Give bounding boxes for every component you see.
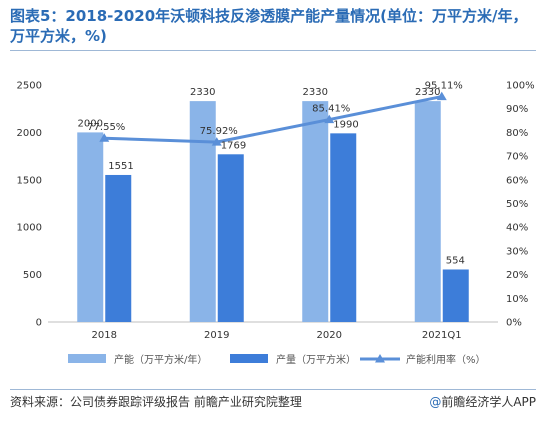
y-right-tick-label: 50%: [506, 199, 528, 210]
x-tick-label: 2018: [92, 330, 117, 341]
y-right-tick-label: 90%: [506, 104, 528, 115]
footer-divider: [10, 389, 536, 390]
y-left-tick-label: 2500: [17, 81, 42, 92]
y-right-tick-label: 80%: [506, 128, 528, 139]
legend-output-label: 产量（万平方米）: [276, 353, 356, 366]
capacity-bar: [414, 101, 441, 322]
output-value-label: 1990: [333, 119, 358, 130]
chart-title: 图表5：2018-2020年沃顿科技反渗透膜产能产量情况(单位：万平方米/年，万…: [10, 7, 528, 45]
capacity-value-label: 2000: [78, 118, 103, 129]
output-bar: [105, 174, 132, 322]
capacity-value-label: 2330: [303, 87, 328, 98]
capacity-value-label: 2330: [415, 87, 440, 98]
rate-line: [104, 95, 443, 144]
output-value-label: 1769: [221, 140, 246, 151]
x-tick-label: 2021Q1: [422, 330, 462, 341]
y-right-tick-label: 30%: [506, 246, 528, 257]
rate-point: [436, 91, 447, 101]
y-right-tick-label: 100%: [506, 81, 535, 92]
y-right-tick-label: 0%: [506, 318, 522, 329]
brand-name: 前瞻经济学人APP: [441, 395, 536, 409]
y-right-tick-label: 10%: [506, 294, 528, 305]
legend: 产能（万平方米/年） 产量（万平方米） 产能利用率（%）: [68, 353, 486, 366]
rate-point: [324, 114, 335, 124]
y-right-tick-label: 70%: [506, 152, 528, 163]
legend-rate-marker: [375, 354, 385, 363]
y-left-tick-label: 0: [36, 318, 42, 329]
rate-value-label: 85.41%: [312, 104, 350, 115]
brand-logo-icon: @: [429, 395, 442, 409]
y-left-tick-label: 500: [23, 270, 42, 281]
output-value-label: 554: [446, 255, 465, 266]
title-divider: [10, 50, 536, 51]
output-bar: [217, 154, 244, 322]
y-right-tick-label: 40%: [506, 223, 528, 234]
chart-canvas: 0 500 1000 1500 2000 2500 0% 10% 20% 30% 40% 50% 60%…: [17, 81, 535, 367]
legend-capacity-swatch: [68, 354, 106, 363]
brand-credit: @前瞻经济学人APP: [429, 393, 536, 410]
y-right-tick-label: 60%: [506, 175, 528, 186]
capacity-value-label: 2330: [190, 87, 215, 98]
rate-point: [211, 137, 222, 146]
y-right-tick-label: 20%: [506, 270, 528, 281]
rate-value-label: 95.11%: [425, 81, 463, 92]
capacity-bar: [77, 132, 104, 322]
rate-value-label: 77.55%: [87, 122, 125, 133]
output-bar: [330, 133, 357, 322]
capacity-bar: [302, 101, 329, 322]
capacity-bar: [189, 101, 216, 322]
y-left-tick-label: 1000: [17, 223, 42, 234]
output-value-label: 1551: [108, 161, 133, 172]
y-left-tick-label: 1500: [17, 175, 42, 186]
x-tick-label: 2019: [204, 330, 229, 341]
bars-layer: [77, 101, 469, 322]
legend-rate-label: 产能利用率（%）: [406, 353, 486, 366]
rate-line-layer: [99, 91, 447, 146]
x-tick-label: 2020: [317, 330, 342, 341]
data-labels-layer: 2000 1551 2330 1769 2330 1990 2330 554 77.55% 75.…: [78, 81, 465, 267]
legend-capacity-label: 产能（万平方米/年）: [114, 353, 207, 366]
legend-output-swatch: [230, 354, 268, 363]
y-left-tick-label: 2000: [17, 128, 42, 139]
output-bar: [442, 269, 469, 322]
rate-point: [99, 133, 110, 142]
rate-value-label: 75.92%: [200, 126, 238, 137]
source-note: 资料来源：公司债券跟踪评级报告 前瞻产业研究院整理: [10, 395, 302, 409]
